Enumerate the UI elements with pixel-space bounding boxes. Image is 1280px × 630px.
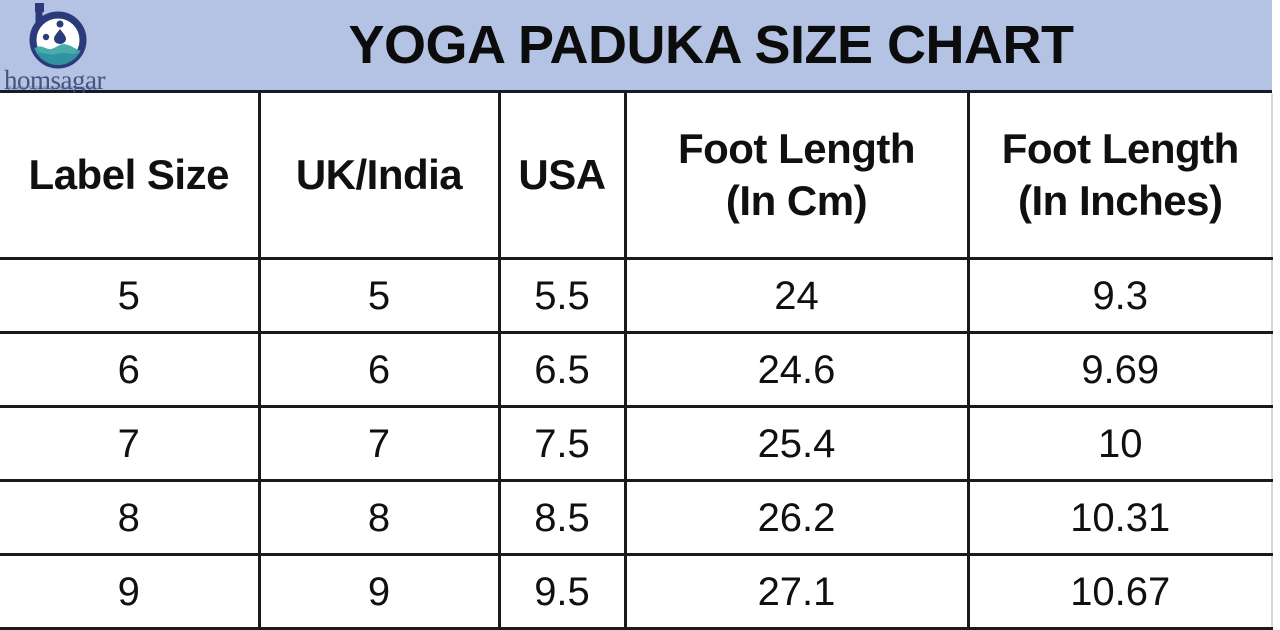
cell-uk-india: 7 <box>259 406 501 482</box>
column-header-line-1: Label Size <box>28 151 230 198</box>
cell-usa: 6.5 <box>499 332 627 408</box>
column-header-line-1: Foot Length <box>677 125 916 172</box>
cell-uk-india: 9 <box>259 554 501 630</box>
column-header-foot-length-cm: Foot Length (In Cm) <box>625 93 970 260</box>
column-header-usa: USA <box>499 93 627 260</box>
cell-label-size: 7 <box>0 406 261 482</box>
cell-foot-length-cm: 25.4 <box>625 406 970 482</box>
cell-usa: 5.5 <box>499 258 627 334</box>
brand-wordmark: homsagar <box>4 65 105 95</box>
table-header-row: Label Size UK/India USA Foot Length (In … <box>0 93 1273 260</box>
page-title: YOGA PADUKA SIZE CHART <box>348 15 1074 75</box>
brand-tagline: MAKE YOUR DREAM HOME <box>6 86 98 92</box>
column-header-line-1: USA <box>518 151 606 198</box>
cell-label-size: 6 <box>0 332 261 408</box>
cell-uk-india: 8 <box>259 480 501 556</box>
table-header: Label Size UK/India USA Foot Length (In … <box>0 93 1273 260</box>
cell-foot-length-inches: 10.67 <box>968 554 1273 630</box>
column-header-foot-length-inches: Foot Length (In Inches) <box>968 93 1273 260</box>
cell-usa: 9.5 <box>499 554 627 630</box>
table-row: 7 7 7.5 25.4 10 <box>0 406 1273 482</box>
cell-foot-length-cm: 24 <box>625 258 970 334</box>
column-header-line-1: Foot Length <box>1001 125 1240 172</box>
cell-label-size: 9 <box>0 554 261 630</box>
cell-foot-length-inches: 10 <box>968 406 1273 482</box>
column-header-line-2: (In Inches) <box>1017 177 1223 224</box>
table-row: 9 9 9.5 27.1 10.67 <box>0 554 1273 630</box>
column-header-line-2: (In Cm) <box>725 177 868 224</box>
column-header-uk-india: UK/India <box>259 93 501 260</box>
cell-foot-length-cm: 27.1 <box>625 554 970 630</box>
cell-usa: 7.5 <box>499 406 627 482</box>
table-row: 8 8 8.5 26.2 10.31 <box>0 480 1273 556</box>
cell-label-size: 8 <box>0 480 261 556</box>
size-chart-table: Label Size UK/India USA Foot Length (In … <box>0 93 1273 630</box>
cell-uk-india: 6 <box>259 332 501 408</box>
water-drop-circle-logo-icon <box>29 3 87 69</box>
cell-foot-length-cm: 26.2 <box>625 480 970 556</box>
column-header-label-size: Label Size <box>0 93 261 260</box>
header-band: homsagar MAKE YOUR DREAM HOME YOGA PADUK… <box>0 0 1272 95</box>
cell-foot-length-inches: 9.3 <box>968 258 1273 334</box>
table-row: 5 5 5.5 24 9.3 <box>0 258 1273 334</box>
cell-foot-length-inches: 9.69 <box>968 332 1273 408</box>
cell-foot-length-inches: 10.31 <box>968 480 1273 556</box>
cell-uk-india: 5 <box>259 258 501 334</box>
table-row: 6 6 6.5 24.6 9.69 <box>0 332 1273 408</box>
cell-label-size: 5 <box>0 258 261 334</box>
cell-usa: 8.5 <box>499 480 627 556</box>
brand-logo: homsagar MAKE YOUR DREAM HOME <box>4 0 132 95</box>
table-body: 5 5 5.5 24 9.3 6 6 6.5 24.6 9.69 7 7 7.5… <box>0 258 1273 630</box>
column-header-line-1: UK/India <box>295 151 463 198</box>
cell-foot-length-cm: 24.6 <box>625 332 970 408</box>
